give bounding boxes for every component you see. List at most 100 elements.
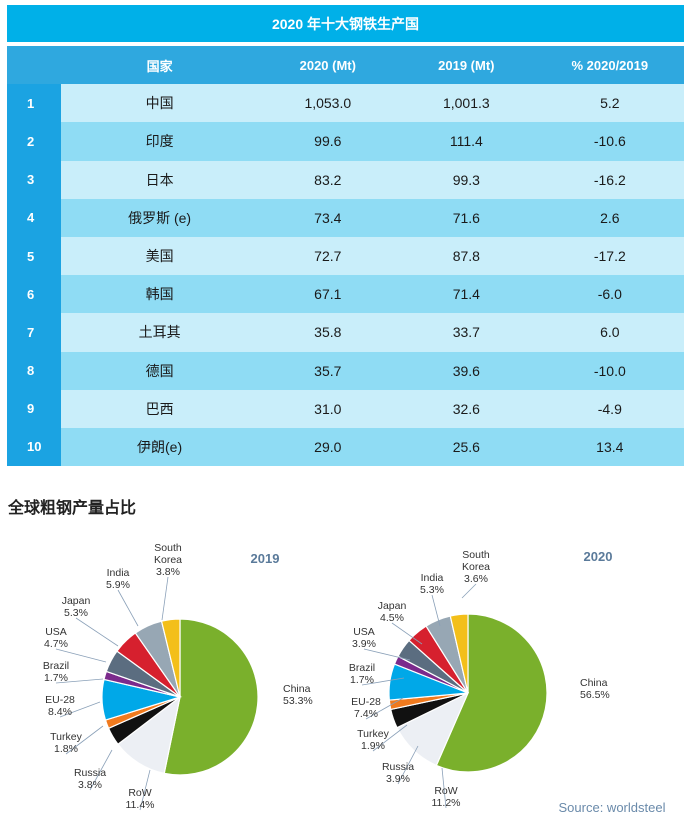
value-2020-cell: 67.1 <box>314 286 342 303</box>
slice-value-usa: 3.9% <box>352 638 376 650</box>
value-2019-cell: 71.4 <box>452 286 480 303</box>
leader-line-turkey <box>65 725 104 755</box>
change-cell: 13.4 <box>596 438 624 455</box>
slice-label-row: RoW <box>128 787 151 799</box>
slice-value-turkey: 1.8% <box>54 743 78 755</box>
table-row: 3 日本 83.2 99.3 -16.2 <box>7 160 684 199</box>
table-row: 9 巴西 31.0 32.6 -4.9 <box>7 389 684 428</box>
leader-line-india <box>431 594 441 627</box>
slice-value-russia: 3.8% <box>78 779 102 791</box>
leader-line-usa <box>363 648 411 661</box>
value-2020-cell: 72.7 <box>314 248 342 265</box>
value-2019-cell: 33.7 <box>452 324 480 341</box>
slice-value-japan: 4.5% <box>380 612 404 624</box>
slice-label-eu-28: EU-28 <box>45 694 75 706</box>
leader-line-eu-28 <box>59 701 101 718</box>
slice-label-usa: USA <box>353 626 375 638</box>
country-cell: 伊朗(e) <box>137 438 183 455</box>
change-cell: -4.9 <box>597 400 622 417</box>
slice-label-eu-28: EU-28 <box>351 696 381 708</box>
table-row: 8 德国 35.7 39.6 -10.0 <box>7 351 684 390</box>
change-cell: -17.2 <box>593 248 626 265</box>
slice-label-brazil: Brazil <box>43 660 69 672</box>
slice-label-south-korea: South Korea <box>154 542 182 566</box>
slice-label-usa: USA <box>45 626 67 638</box>
leader-line-row <box>441 767 447 809</box>
slice-label-row: RoW <box>434 785 457 797</box>
value-2019-cell: 99.3 <box>452 171 480 188</box>
slice-label-russia: Russia <box>74 767 106 779</box>
value-2019-cell: 111.4 <box>449 133 483 150</box>
rank-cell: 1 <box>7 84 61 123</box>
rank-cell: 2 <box>7 122 61 161</box>
slice-label-brazil: Brazil <box>349 662 375 674</box>
rank-cell: 5 <box>7 236 61 276</box>
value-2020-cell: 83.2 <box>314 171 342 188</box>
leader-line-brazil <box>55 678 104 684</box>
pie-2020: China56.5%RoW11.2%Russia3.9%Turkey1.9%EU… <box>349 549 613 809</box>
leader-line-turkey <box>372 724 408 752</box>
rank-cell: 4 <box>7 198 61 237</box>
rank-cell: 8 <box>7 351 61 390</box>
table-row: 1 中国 1,053.0 1,001.3 5.2 <box>7 84 684 123</box>
chart-title-2019: 2019 <box>251 551 280 566</box>
slice-value-row: 11.2% <box>432 797 461 809</box>
slice-china <box>163 618 259 776</box>
slice-label-japan: Japan <box>62 595 91 607</box>
rank-cell: 3 <box>7 160 61 199</box>
steel-table: 2020 年十大钢铁生产国 国家 2020 (Mt) 2019 (Mt) % 2… <box>7 5 684 467</box>
leader-line-brazil <box>361 677 405 686</box>
slice-value-row: 11.4% <box>126 799 155 811</box>
value-2020-cell: 31.0 <box>314 400 342 417</box>
leader-line-russia <box>89 749 113 791</box>
country-cell: 美国 <box>145 248 174 265</box>
slice-value-india: 5.3% <box>420 584 444 596</box>
leader-line-japan <box>75 617 119 647</box>
value-2019-cell: 32.6 <box>452 400 480 417</box>
section-title: 全球粗钢产量占比 <box>8 500 137 517</box>
slice-value-india: 5.9% <box>106 579 130 591</box>
leader-line-row <box>139 769 151 811</box>
header-country: 国家 <box>146 58 173 74</box>
country-cell: 中国 <box>145 95 174 112</box>
value-2020-cell: 29.0 <box>314 438 342 455</box>
value-2019-cell: 25.6 <box>452 438 480 455</box>
leader-line-south-korea <box>161 576 169 621</box>
rank-cell: 6 <box>7 275 61 314</box>
change-cell: 2.6 <box>600 209 620 226</box>
table-row: 2 印度 99.6 111.4 -10.6 <box>7 122 684 161</box>
slice-south-korea <box>449 613 469 694</box>
header-2019: 2019 (Mt) <box>438 57 495 73</box>
slice-label-india: India <box>421 572 444 584</box>
slice-label-turkey: Turkey <box>357 728 389 740</box>
slice-value-japan: 5.3% <box>64 607 88 619</box>
value-2019-cell: 39.6 <box>452 362 480 379</box>
header-change: % 2020/2019 <box>571 57 649 73</box>
country-cell: 俄罗斯 (e) <box>128 209 192 226</box>
value-2020-cell: 73.4 <box>314 209 342 226</box>
change-cell: -10.0 <box>593 362 626 379</box>
pie-2019: China53.3%RoW11.4%Russia3.8%Turkey1.8%EU… <box>43 542 313 811</box>
leader-line-south-korea <box>461 583 477 599</box>
table-row: 4 俄罗斯 (e) 73.4 71.6 2.6 <box>7 198 684 237</box>
slice-value-turkey: 1.9% <box>361 740 385 752</box>
source-note: Source: worldsteel <box>559 800 666 815</box>
value-2019-cell: 1,001.3 <box>442 95 490 112</box>
slice-value-eu-28: 8.4% <box>48 706 72 718</box>
leader-line-india <box>117 589 139 627</box>
table-row: 7 土耳其 35.8 33.7 6.0 <box>7 313 684 352</box>
slice-label-china: China <box>283 683 311 695</box>
value-2020-cell: 99.6 <box>314 133 342 150</box>
table-row: 5 美国 72.7 87.8 -17.2 <box>7 236 684 276</box>
country-cell: 德国 <box>145 362 174 379</box>
value-2020-cell: 1,053.0 <box>304 95 352 112</box>
rank-cell: 10 <box>7 427 61 467</box>
table-row: 10 伊朗(e) 29.0 25.6 13.4 <box>7 427 684 467</box>
slice-label-south-korea: South Korea <box>462 549 490 573</box>
country-cell: 韩国 <box>145 286 174 303</box>
slice-value-usa: 4.7% <box>44 638 68 650</box>
table-title: 2020 年十大钢铁生产国 <box>7 5 684 42</box>
leader-line-usa <box>55 648 107 663</box>
country-cell: 土耳其 <box>138 324 181 341</box>
value-2019-cell: 87.8 <box>452 248 480 265</box>
